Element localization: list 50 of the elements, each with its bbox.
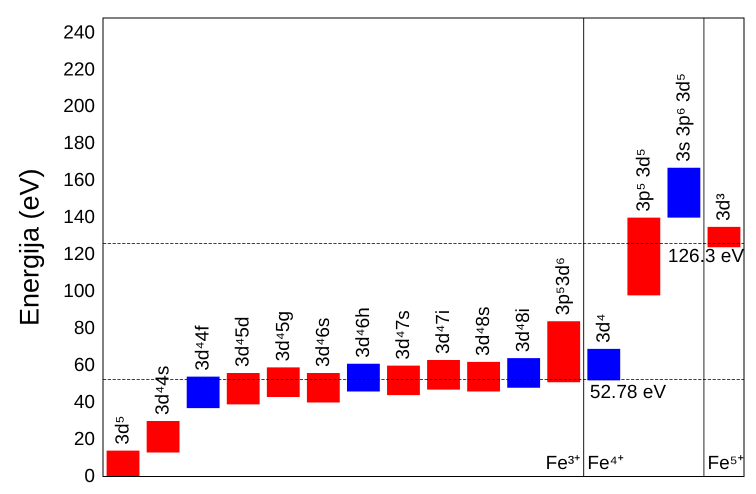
bar: [306, 372, 340, 403]
y-tick-label: 80: [74, 318, 95, 340]
y-tick-label: 60: [74, 355, 95, 376]
bar: [346, 364, 380, 392]
y-tick-label: 180: [63, 133, 95, 154]
bar: [467, 362, 500, 392]
bar: [708, 226, 740, 248]
x-tick-label: 3d⁴4s: [152, 366, 174, 416]
x-tick-label: 3d⁴: [593, 314, 614, 343]
bar: [427, 360, 460, 390]
y-axis-title: Energija (eV): [14, 168, 44, 326]
bar: [627, 218, 660, 296]
x-tick-label: 3d⁵: [112, 416, 134, 445]
bar: [186, 376, 220, 408]
x-tick-label: 3d⁴5g: [272, 310, 294, 362]
x-tick-label: 3d³: [713, 193, 734, 221]
bar: [547, 321, 580, 382]
x-tick-label: 3d⁴6s: [312, 318, 334, 367]
y-tick-label: 240: [63, 22, 95, 44]
x-tick-label: 3d⁴7s: [392, 310, 414, 360]
y-tick-label: 160: [63, 170, 95, 192]
bar: [387, 366, 420, 396]
x-tick-label: 3p⁵ 3d⁵: [633, 148, 654, 212]
bar: [106, 450, 140, 476]
x-tick-label: 3p⁵3d⁶: [553, 257, 574, 316]
x-tick-label: 3d⁴8s: [473, 306, 494, 356]
x-tick-label: 3d⁴5d: [232, 316, 254, 367]
band-label: Fe³⁺: [546, 452, 580, 474]
x-tick-label: 3s 3p⁶ 3d⁵: [673, 73, 694, 162]
y-tick-label: 140: [63, 207, 95, 228]
bar: [587, 348, 620, 380]
y-tick-label: 100: [63, 281, 95, 302]
band-label: Fe⁴⁺: [587, 452, 624, 474]
bar: [226, 372, 260, 404]
band-label: Fe⁵⁺: [708, 452, 744, 474]
ref-line-label: 52.78 eV: [590, 382, 666, 403]
y-tick-label: 20: [74, 429, 95, 450]
bar: [507, 358, 540, 388]
x-tick-label: 3d⁴6h: [352, 307, 374, 358]
y-tick-label: 200: [63, 96, 95, 118]
x-tick-label: 3d⁴7i: [433, 310, 454, 354]
x-tick-label: 3d⁴8i: [513, 308, 534, 352]
bar: [667, 168, 700, 218]
x-tick-label: 3d⁴4f: [192, 324, 214, 371]
bar: [266, 367, 300, 397]
y-tick-label: 0: [84, 466, 95, 487]
y-tick-label: 220: [63, 59, 95, 80]
y-tick-label: 120: [63, 244, 95, 266]
bar: [146, 421, 180, 452]
y-tick-label: 40: [74, 392, 95, 414]
